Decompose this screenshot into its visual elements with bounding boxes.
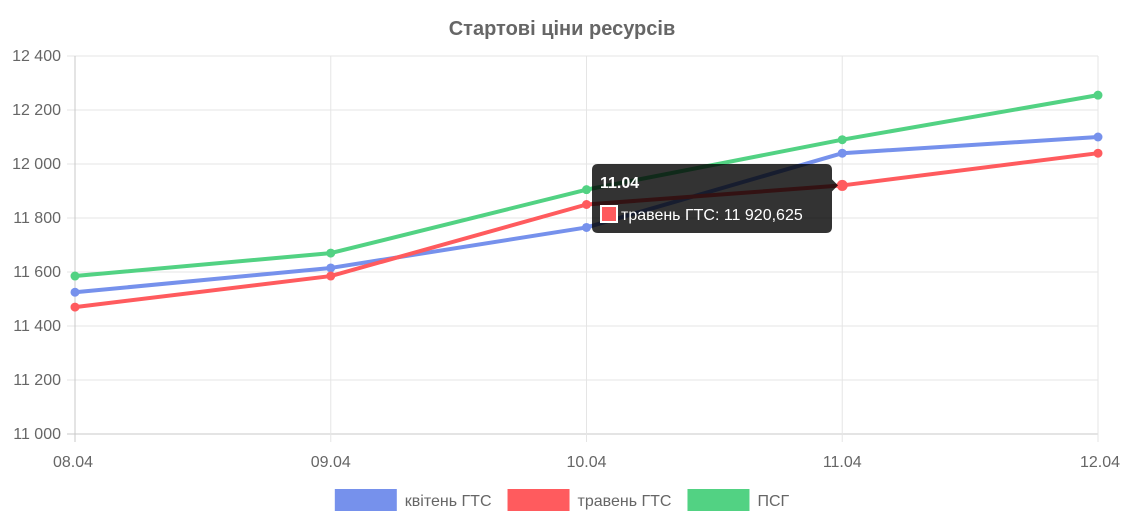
x-axis: 08.04 09.04 10.04 11.04 12.04 bbox=[53, 454, 1120, 471]
y-tick-label: 11 000 bbox=[13, 426, 61, 443]
data-point[interactable] bbox=[1093, 90, 1103, 100]
legend-item[interactable]: ПСГ bbox=[687, 489, 790, 511]
y-tick-label: 12 400 bbox=[12, 48, 61, 65]
chart-title: Стартові ціни ресурсів bbox=[449, 18, 676, 40]
data-point[interactable] bbox=[326, 263, 336, 273]
legend-label: травень ГТС bbox=[578, 493, 672, 510]
x-tick-label: 08.04 bbox=[53, 454, 93, 471]
tooltip-label: травень ГТС: 11 920,625 bbox=[621, 207, 803, 224]
data-point[interactable] bbox=[1093, 132, 1103, 142]
x-tick-label: 12.04 bbox=[1080, 454, 1120, 471]
legend-label: квітень ГТС bbox=[405, 493, 492, 510]
y-tick-label: 11 200 bbox=[13, 372, 61, 389]
x-tick-label: 10.04 bbox=[566, 454, 606, 471]
y-tick-label: 11 600 bbox=[13, 264, 61, 281]
data-point[interactable] bbox=[70, 271, 80, 281]
tooltip-box bbox=[592, 164, 838, 233]
tooltip-title: 11.04 bbox=[600, 175, 639, 192]
data-point[interactable] bbox=[326, 271, 336, 281]
data-point[interactable] bbox=[837, 135, 847, 145]
y-tick-label: 12 200 bbox=[12, 102, 61, 119]
data-point[interactable] bbox=[582, 185, 591, 195]
y-tick-label: 12 000 bbox=[12, 156, 61, 173]
data-point[interactable] bbox=[836, 179, 848, 191]
x-tick-label: 11.04 bbox=[823, 454, 862, 471]
x-tick-label: 09.04 bbox=[311, 454, 351, 471]
data-point[interactable] bbox=[1093, 148, 1103, 158]
grid bbox=[67, 55, 1099, 442]
legend-swatch bbox=[687, 489, 750, 511]
y-axis: 12 400 12 200 12 000 11 800 11 600 11 400 11 2… bbox=[12, 48, 61, 443]
data-point[interactable] bbox=[837, 148, 847, 158]
tooltip-swatch bbox=[600, 205, 618, 223]
data-point[interactable] bbox=[326, 248, 336, 258]
data-point[interactable] bbox=[70, 287, 80, 297]
y-tick-label: 11 800 bbox=[13, 210, 61, 227]
points-layer[interactable] bbox=[70, 90, 1103, 312]
legend-item[interactable]: травень ГТС bbox=[507, 489, 672, 511]
data-point[interactable] bbox=[582, 222, 591, 232]
tooltip: 11.04 травень ГТС: 11 920,625 bbox=[592, 164, 838, 233]
legend-swatch bbox=[507, 489, 570, 511]
legend-label: ПСГ bbox=[757, 493, 789, 510]
y-tick-label: 11 400 bbox=[13, 318, 61, 335]
data-point[interactable] bbox=[70, 302, 80, 312]
legend[interactable]: квітень ГТС травень ГТС ПСГ bbox=[334, 489, 790, 511]
legend-swatch bbox=[334, 489, 397, 511]
data-point[interactable] bbox=[582, 200, 591, 209]
legend-item[interactable]: квітень ГТС bbox=[334, 489, 492, 511]
